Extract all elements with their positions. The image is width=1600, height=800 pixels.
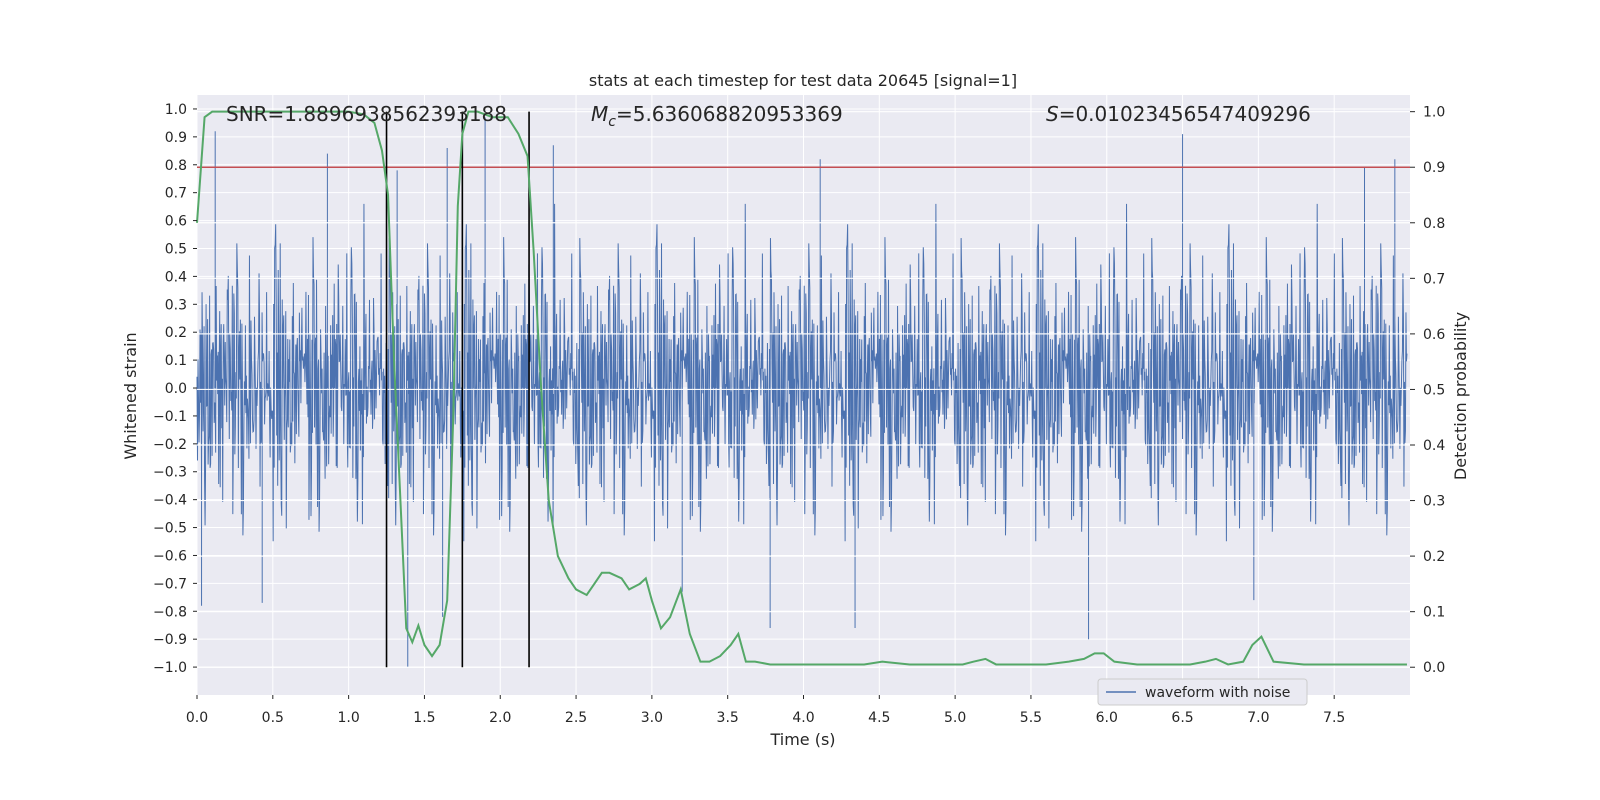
y-right-tick-label: 0.9: [1423, 160, 1445, 176]
x-tick-label: 4.0: [792, 710, 814, 726]
y-left-tick-label: −1.0: [153, 660, 187, 676]
y-left-tick-label: −0.3: [153, 465, 187, 481]
y-left-axis-label: Whitened strain: [121, 332, 140, 459]
x-tick-label: 1.5: [413, 710, 435, 726]
detection-probability-line: [196, 110, 1407, 666]
y-left-tick-label: 1.0: [165, 102, 187, 118]
y-left-tick-label: 0.0: [165, 381, 187, 397]
s-symbol: S: [1046, 102, 1059, 126]
y-right-tick-label: 0.2: [1423, 549, 1445, 565]
y-left-tick-label: −0.7: [153, 576, 187, 592]
waveform-series: [196, 117, 1408, 668]
chirp-mass-value: =5.636068820953369: [616, 102, 843, 126]
y-left-axis-ticks: 1.0 0.9 0.8 0.7 0.6 0.5 0.4 0.3 0.2 0.1 0.0 −0.1 −0.…: [153, 102, 197, 676]
x-tick-label: 3.0: [641, 710, 663, 726]
chart-title: stats at each timestep for test data 206…: [589, 71, 1017, 90]
chirp-mass-annotation: Mc=5.636068820953369: [591, 102, 843, 130]
s-value: =0.01023456547409296: [1059, 102, 1311, 126]
y-right-tick-label: 0.3: [1423, 494, 1445, 510]
y-right-tick-label: 0.0: [1423, 660, 1445, 676]
legend-box: [1097, 678, 1308, 706]
waveform-line: [196, 117, 1408, 668]
y-left-tick-label: 0.5: [165, 241, 187, 257]
y-right-tick-label: 0.4: [1423, 438, 1445, 454]
y-left-tick-label: 0.6: [165, 214, 187, 230]
x-tick-label: 7.0: [1247, 710, 1269, 726]
y-left-tick-label: −0.8: [153, 604, 187, 620]
x-tick-label: 4.5: [868, 710, 890, 726]
chirp-mass-subscript: c: [608, 114, 616, 130]
y-right-tick-label: 0.6: [1423, 327, 1445, 343]
y-left-tick-label: −0.4: [153, 493, 187, 509]
y-left-tick-label: 0.1: [165, 353, 187, 369]
x-tick-label: 0.5: [262, 710, 284, 726]
y-left-tick-label: 0.8: [165, 158, 187, 174]
y-left-tick-label: −0.2: [153, 437, 187, 453]
s-annotation: S=0.01023456547409296: [1046, 102, 1311, 126]
y-left-tick-label: −0.1: [153, 409, 187, 425]
y-right-tick-label: 0.5: [1423, 382, 1445, 398]
x-tick-label: 5.5: [1020, 710, 1042, 726]
legend-label: waveform with noise: [1145, 685, 1290, 701]
x-tick-label: 2.0: [489, 710, 511, 726]
y-left-tick-label: 0.2: [165, 325, 187, 341]
x-tick-label: 7.5: [1323, 710, 1345, 726]
x-tick-label: 5.0: [944, 710, 966, 726]
y-left-tick-label: 0.3: [165, 297, 187, 313]
y-left-tick-label: −0.5: [153, 521, 187, 537]
y-left-tick-label: 0.7: [165, 186, 187, 202]
x-tick-label: 6.0: [1096, 710, 1118, 726]
snr-annotation: SNR=1.8896938562393188: [226, 102, 507, 126]
x-tick-label: 1.0: [337, 710, 359, 726]
y-right-tick-label: 0.8: [1423, 216, 1445, 232]
y-left-tick-label: 0.4: [165, 269, 187, 285]
y-right-tick-label: 1.0: [1423, 105, 1445, 121]
y-left-tick-label: 0.9: [165, 130, 187, 146]
y-left-tick-label: −0.9: [153, 632, 187, 648]
x-tick-label: 2.5: [565, 710, 587, 726]
x-tick-label: 6.5: [1171, 710, 1193, 726]
x-axis-ticks: 0.0 0.5 1.0 1.5 2.0 2.5 3.0 3.5 4.0 4.5 5.0 5.5 6.0 6…: [186, 695, 1345, 726]
y-left-tick-label: −0.6: [153, 548, 187, 564]
y-right-tick-label: 0.7: [1423, 271, 1445, 287]
chirp-mass-symbol: M: [591, 102, 608, 126]
legend: waveform with noise: [1097, 678, 1308, 706]
vertical-markers: [385, 111, 530, 668]
y-right-axis-ticks: 1.0 0.9 0.8 0.7 0.6 0.5 0.4 0.3 0.2 0.1 0.0: [1410, 105, 1445, 676]
y-right-axis-label: Detection probability: [1451, 312, 1470, 480]
y-right-tick-label: 0.1: [1423, 605, 1445, 621]
x-tick-label: 0.0: [186, 710, 208, 726]
x-axis-label: Time (s): [769, 730, 835, 749]
x-tick-label: 3.5: [717, 710, 739, 726]
